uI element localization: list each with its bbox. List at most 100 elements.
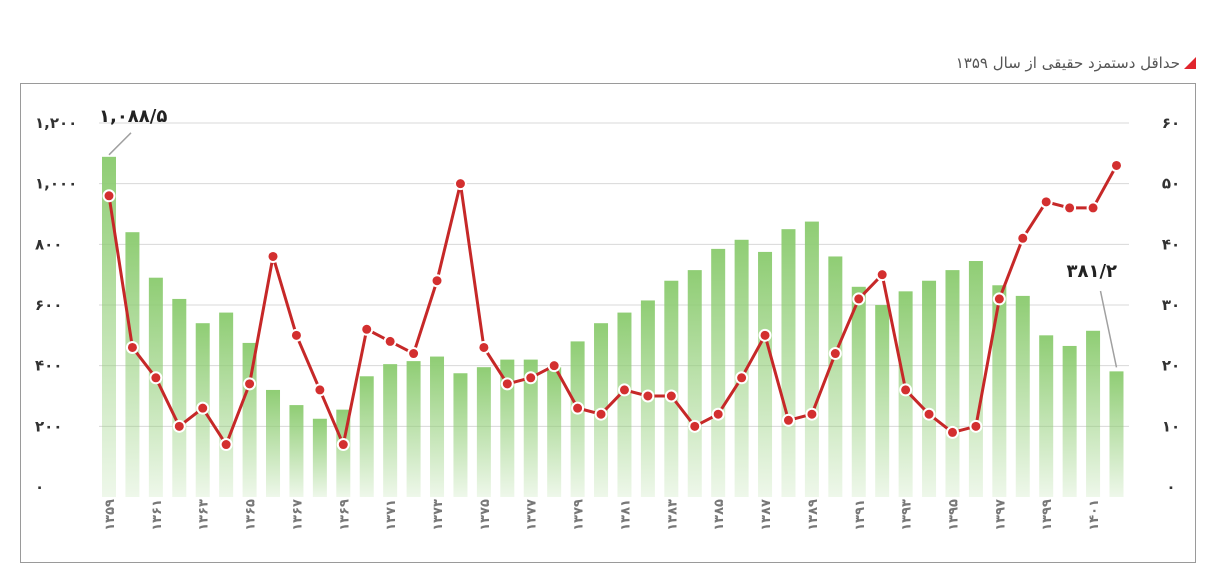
chart-title: حداقل دستمزد حقیقی از سال ۱۳۵۹ xyxy=(956,54,1196,72)
bar xyxy=(687,270,702,497)
x-tick-label: ۱۳۶۱ xyxy=(150,499,165,531)
bar xyxy=(406,361,421,497)
line-point xyxy=(805,407,819,421)
bar xyxy=(875,305,890,497)
x-tick-label: ۱۳۶۷ xyxy=(290,499,305,531)
chart-frame: ۰ ۰ ۲۰۰ ۱۰ ۴۰۰ ۲۰ ۶۰۰ ۳۰ ۸۰۰ ۴۰ ۱,۰۰۰ ۵۰ ۱,۲۰۰ ۶۰ ۱۳۵۹… xyxy=(20,83,1196,563)
line-point xyxy=(266,249,280,263)
marker-layer xyxy=(102,158,1123,452)
line-point xyxy=(1039,195,1053,209)
line-point xyxy=(571,401,585,415)
bar xyxy=(430,356,445,497)
right-y-tick-label: ۲۰ xyxy=(1162,357,1180,375)
bar xyxy=(992,285,1007,497)
line-point xyxy=(407,347,421,361)
bar xyxy=(476,367,491,497)
left-y-tick-label: ۲۰۰ xyxy=(35,417,62,435)
line-point xyxy=(688,419,702,433)
chart-svg: ۰ ۰ ۲۰۰ ۱۰ ۴۰۰ ۲۰ ۶۰۰ ۳۰ ۸۰۰ ۴۰ ۱,۰۰۰ ۵۰ ۱,۲۰۰ ۶۰ ۱۳۵۹… xyxy=(35,106,1180,531)
line-point xyxy=(1086,201,1100,215)
bar xyxy=(523,359,538,497)
line-point xyxy=(664,389,678,403)
left-y-tick-label: ۱,۲۰۰ xyxy=(35,114,77,132)
line-point xyxy=(524,371,538,385)
bar xyxy=(312,418,327,497)
line-point xyxy=(102,189,116,203)
bar xyxy=(922,280,937,497)
line-point xyxy=(594,407,608,421)
left-y-tick-label: ۴۰۰ xyxy=(35,357,62,375)
bar-layer xyxy=(102,156,1124,498)
x-tick-label: ۱۳۷۳ xyxy=(431,499,446,531)
line-point xyxy=(969,419,983,433)
bar xyxy=(1039,335,1054,497)
x-tick-label: ۱۳۸۳ xyxy=(665,499,680,531)
x-tick-label: ۱۳۶۵ xyxy=(244,499,259,531)
bar xyxy=(804,221,819,498)
bar xyxy=(289,405,304,497)
bar xyxy=(500,359,515,497)
annotation-leader xyxy=(1099,290,1118,368)
line-point xyxy=(875,268,889,282)
x-tick-label: ۱۳۹۹ xyxy=(1040,499,1055,531)
x-tick-label: ۱۴۰۱ xyxy=(1087,499,1102,531)
x-tick-label: ۱۳۹۵ xyxy=(946,499,961,531)
left-y-tick-label: ۸۰۰ xyxy=(35,235,62,253)
bar xyxy=(617,312,632,497)
bar xyxy=(359,376,374,497)
line-point xyxy=(172,419,186,433)
bar xyxy=(125,232,140,497)
bar xyxy=(219,312,234,497)
x-tick-label: ۱۳۹۷ xyxy=(993,499,1008,531)
annotation-layer: ۱,۰۸۸/۵ ۳۸۱/۲ xyxy=(99,106,1118,368)
bar xyxy=(148,277,163,497)
left-y-tick-label: ۰ xyxy=(35,478,44,496)
line-point xyxy=(243,377,257,391)
line-point xyxy=(289,328,303,342)
x-tick-label: ۱۳۸۹ xyxy=(806,499,821,531)
line-point xyxy=(945,425,959,439)
line-point xyxy=(899,383,913,397)
line-point xyxy=(477,340,491,354)
line-point xyxy=(453,177,467,191)
bar xyxy=(758,251,773,497)
annotation-label: ۳۸۱/۲ xyxy=(1066,261,1117,282)
right-y-tick-label: ۰ xyxy=(1166,478,1175,496)
bar xyxy=(547,367,562,497)
line-point xyxy=(547,359,561,373)
line-point xyxy=(781,413,795,427)
bar xyxy=(851,286,866,497)
line-point xyxy=(1063,201,1077,215)
line-point xyxy=(992,292,1006,306)
left-y-tick-label: ۶۰۰ xyxy=(35,296,62,314)
line-point xyxy=(219,438,233,452)
line-point xyxy=(1109,158,1123,172)
right-y-tick-label: ۴۰ xyxy=(1162,235,1180,253)
x-tick-label: ۱۳۷۷ xyxy=(525,499,540,531)
line-point xyxy=(360,322,374,336)
x-tick-label: ۱۳۸۵ xyxy=(712,499,727,531)
bar xyxy=(734,239,749,498)
line-point xyxy=(383,334,397,348)
right-y-tick-label: ۶۰ xyxy=(1162,114,1180,132)
x-tick-label: ۱۳۵۹ xyxy=(103,499,118,531)
x-tick-label: ۱۳۷۹ xyxy=(572,499,587,531)
line-point xyxy=(336,438,350,452)
line-point xyxy=(828,347,842,361)
x-tick-label: ۱۳۹۱ xyxy=(853,499,868,531)
right-y-tick-label: ۱۰ xyxy=(1162,417,1180,435)
bar xyxy=(945,270,960,497)
bar xyxy=(968,261,983,497)
x-tick-label: ۱۳۶۹ xyxy=(337,499,352,531)
annotation-leader xyxy=(108,132,132,156)
bar xyxy=(266,389,281,497)
line-point xyxy=(735,371,749,385)
axis-layer: ۰ ۰ ۲۰۰ ۱۰ ۴۰۰ ۲۰ ۶۰۰ ۳۰ ۸۰۰ ۴۰ ۱,۰۰۰ ۵۰ ۱,۲۰۰ ۶۰ ۱۳۵۹… xyxy=(35,114,1180,531)
line-point xyxy=(852,292,866,306)
x-tick-label: ۱۳۹۳ xyxy=(900,499,915,531)
line-point xyxy=(125,340,139,354)
bar xyxy=(1015,295,1030,497)
x-tick-label: ۱۳۸۱ xyxy=(618,499,633,531)
line-point xyxy=(1016,231,1030,245)
annotation-label: ۱,۰۸۸/۵ xyxy=(99,106,167,127)
